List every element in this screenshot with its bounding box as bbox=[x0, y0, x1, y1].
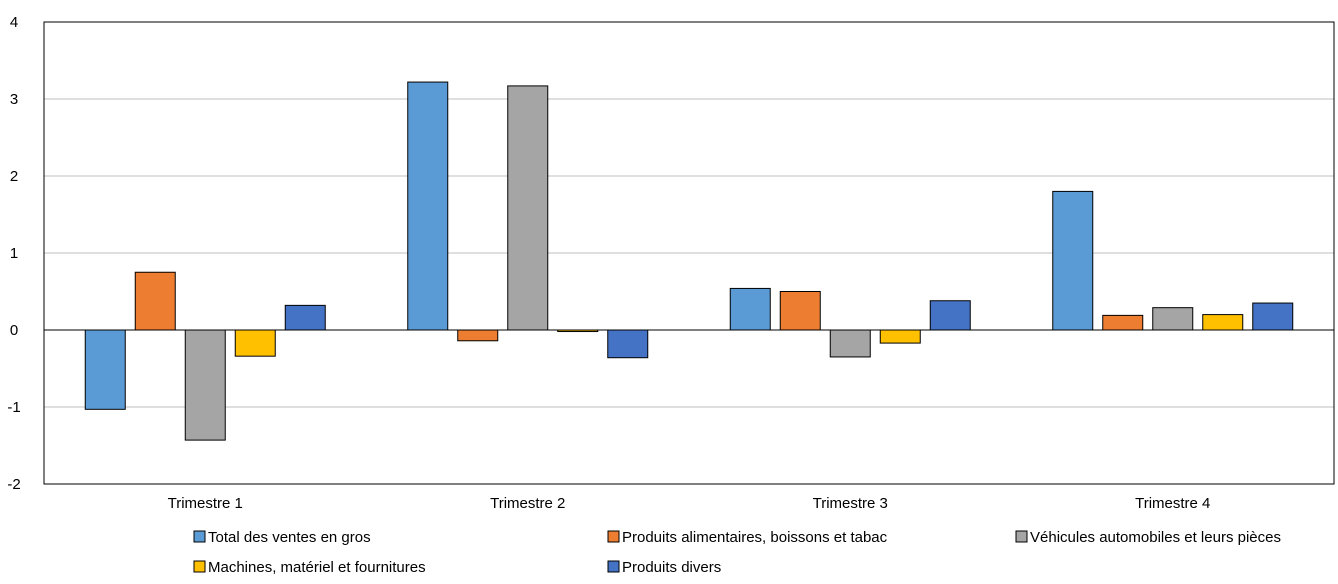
legend-swatch bbox=[607, 560, 620, 573]
bar bbox=[284, 304, 326, 331]
legend-label: Véhicules automobiles et leurs pièces bbox=[1030, 529, 1281, 546]
bar bbox=[1252, 302, 1294, 331]
bar bbox=[184, 329, 226, 441]
y-tick-label: 0 bbox=[10, 322, 18, 339]
bar bbox=[1202, 314, 1244, 331]
bar bbox=[607, 329, 649, 359]
bar bbox=[1152, 307, 1194, 331]
x-tick-label: Trimestre 4 bbox=[1135, 495, 1210, 512]
legend-swatch bbox=[607, 530, 620, 543]
y-tick-label: 4 bbox=[10, 14, 18, 31]
plot-frame bbox=[43, 21, 1335, 485]
x-tick-label: Trimestre 3 bbox=[813, 495, 888, 512]
bar bbox=[84, 329, 126, 410]
bars bbox=[84, 81, 1294, 441]
bar bbox=[829, 329, 871, 358]
x-tick-label: Trimestre 1 bbox=[168, 495, 243, 512]
bar bbox=[134, 271, 176, 331]
bar bbox=[1052, 190, 1094, 331]
y-tick-label: -1 bbox=[7, 399, 20, 416]
bar bbox=[729, 287, 771, 331]
axes: -2 -1 0 1 2 3 4 Trimestre 1 Trimestre 2 Trimestre… bbox=[7, 14, 1335, 512]
legend-swatch bbox=[193, 530, 206, 543]
legend-label: Produits alimentaires, boissons et tabac bbox=[622, 529, 888, 546]
y-tick-label: 3 bbox=[10, 91, 18, 108]
bar bbox=[929, 300, 971, 331]
legend-label: Produits divers bbox=[622, 559, 721, 576]
bar bbox=[457, 329, 499, 342]
y-tick-label: -2 bbox=[7, 476, 20, 493]
y-tick-label: 2 bbox=[10, 168, 18, 185]
bar bbox=[507, 85, 549, 331]
legend-label: Machines, matériel et fournitures bbox=[208, 559, 426, 576]
y-tick-label: 1 bbox=[10, 245, 18, 262]
bar bbox=[779, 291, 821, 331]
x-tick-label: Trimestre 2 bbox=[490, 495, 565, 512]
gridlines bbox=[44, 98, 1334, 408]
bar bbox=[234, 329, 276, 357]
legend: Total des ventes en gros Produits aliment… bbox=[193, 529, 1281, 576]
bar bbox=[1102, 314, 1144, 331]
bar bbox=[407, 81, 449, 331]
legend-swatch bbox=[193, 560, 206, 573]
bar bbox=[879, 329, 921, 344]
legend-swatch bbox=[1015, 530, 1028, 543]
legend-label: Total des ventes en gros bbox=[208, 529, 371, 546]
